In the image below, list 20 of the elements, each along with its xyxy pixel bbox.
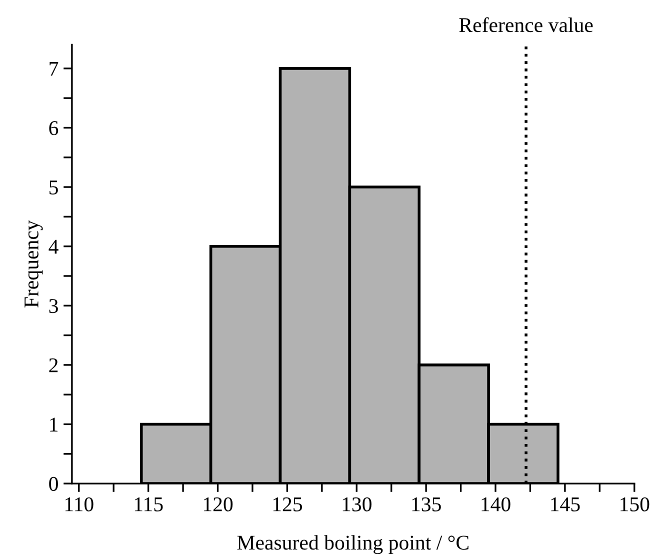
y-tick-label: 5 [50,180,58,194]
y-tick-label: 2 [49,358,58,372]
x-tick-label: 115 [134,497,163,512]
x-tick-label: 140 [482,497,510,512]
x-tick-label: 135 [412,497,441,512]
y-tick-label: 6 [49,121,58,136]
x-tick-label: 130 [342,497,372,512]
y-tick-label: 4 [48,240,58,254]
x-axis-title: Measured boiling point / °C [237,535,468,554]
x-tick-label: 125 [273,497,302,512]
x-tick-label: 120 [204,497,233,512]
x-tick-label: 110 [65,497,94,512]
x-tick-label: 150 [620,497,650,512]
y-tick-label: 0 [49,476,58,491]
ref-line-label: Reference value [459,17,593,32]
y-axis-title: Frequency [24,220,43,308]
y-tick-label: 3 [49,299,58,314]
y-tick-label: 7 [50,62,58,76]
x-tick-label: 145 [551,497,580,512]
y-tick-label: 1 [50,418,58,432]
